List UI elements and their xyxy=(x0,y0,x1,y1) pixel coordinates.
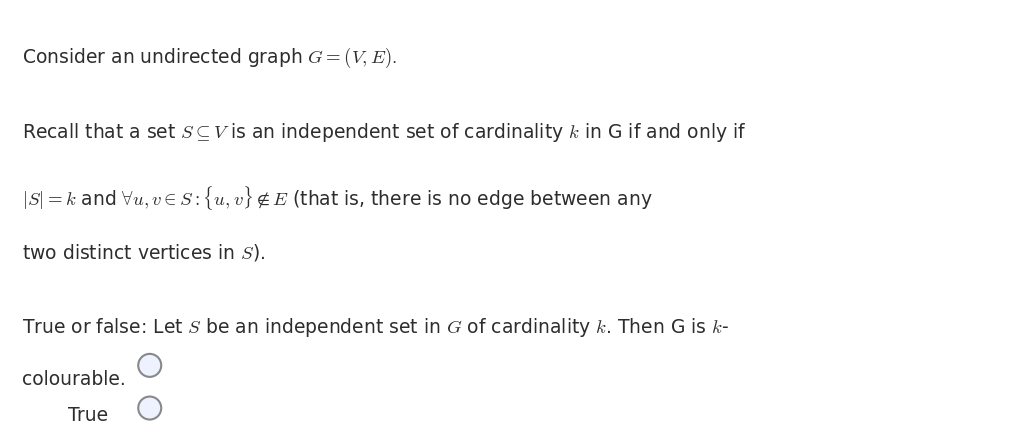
Text: True or false: Let $\mathit{S}$ be an independent set in $\mathit{G}$ of cardina: True or false: Let $\mathit{S}$ be an in… xyxy=(22,316,729,339)
Text: Consider an undirected graph $\mathit{G} = (\mathit{V}, \mathit{E}).$: Consider an undirected graph $\mathit{G}… xyxy=(22,45,397,70)
Text: Recall that a set $\mathit{S} \subseteq \mathit{V}$ is an independent set of car: Recall that a set $\mathit{S} \subseteq … xyxy=(22,121,746,144)
Text: colourable.: colourable. xyxy=(22,370,126,389)
Text: $|\mathit{S}| = \mathit{k}$ and $\forall \mathit{u}, \mathit{v} \in \mathit{S} :: $|\mathit{S}| = \mathit{k}$ and $\forall… xyxy=(22,184,652,212)
Text: True: True xyxy=(68,406,108,425)
Text: two distinct vertices in $\mathit{S}$).: two distinct vertices in $\mathit{S}$). xyxy=(22,242,266,263)
